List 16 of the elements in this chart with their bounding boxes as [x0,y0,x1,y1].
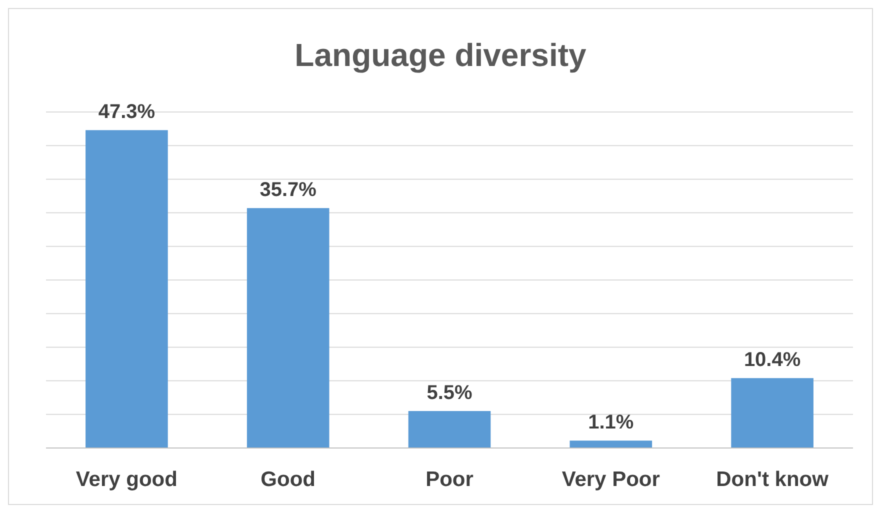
chart-title: Language diversity [294,37,587,73]
bar [570,440,652,448]
data-label: 5.5% [426,382,473,404]
data-label: 1.1% [588,412,634,434]
x-tick-label: Very good [76,468,178,491]
x-tick-label: Don't know [716,468,830,491]
bar [731,378,814,448]
x-tick-label: Good [260,468,316,491]
bar [86,130,168,448]
data-label: 10.4% [744,349,801,372]
data-label: 35.7% [260,179,317,202]
x-tick-label: Poor [426,468,474,491]
bar [408,411,491,448]
bar [246,208,330,448]
data-label: 47.3% [98,101,156,124]
x-tick-label: Very Poor [562,468,660,491]
